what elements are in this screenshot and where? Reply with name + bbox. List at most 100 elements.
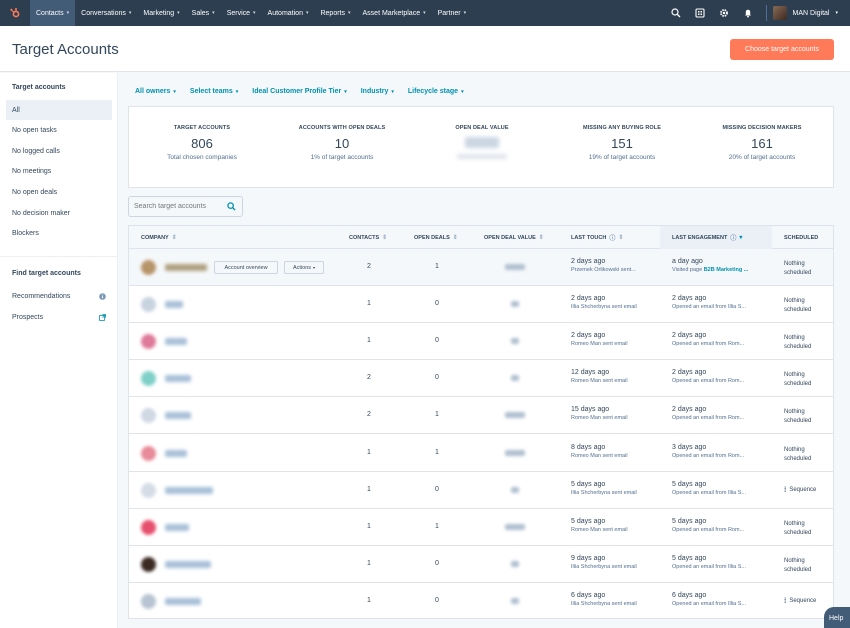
nav-item-reports[interactable]: Reports ▾ [314,0,356,26]
sidebar-item-label: Prospects [12,313,44,321]
nav-divider [765,5,767,21]
column-scheduled[interactable]: SCHEDULED [784,226,818,249]
company-name-redacted[interactable] [165,523,189,531]
engagement-page-link[interactable]: B2B Marketing ... [703,267,749,273]
stat-label: OPEN DEAL VALUE [455,125,509,131]
sequence-icon: ⁞ [784,486,787,494]
sidebar-item-no-open-tasks[interactable]: No open tasks [6,121,112,141]
filter-lifecycle-stage[interactable]: Lifecycle stage ▾ [408,88,464,95]
nav-item-automation[interactable]: Automation ▾ [262,0,315,26]
chevron-down-icon: ▾ [835,10,838,16]
table-row[interactable]: Account overview Actions ▾ 2 1 2 days ago Prze… [129,249,833,286]
column-contacts[interactable]: CONTACTS ⇕ [349,226,387,249]
company-name-redacted[interactable] [165,264,207,271]
column-open-deal-value[interactable]: OPEN DEAL VALUE ⇕ [484,226,544,249]
nav-item-conversations[interactable]: Conversations ▾ [75,0,137,26]
notifications-icon[interactable] [736,0,760,26]
table-row[interactable]: 1 1 8 days ago Romeo Man sent email 3 days a… [129,435,833,472]
nav-item-sales[interactable]: Sales ▾ [186,0,221,26]
stat-subtitle: 19% of target accounts [588,154,656,161]
nav-item-service[interactable]: Service ▾ [221,0,262,26]
filter-label: Industry [360,88,389,95]
company-name-redacted[interactable] [165,412,191,420]
company-name-redacted[interactable] [165,560,211,568]
stat-label: MISSING ANY BUYING ROLE [582,125,662,131]
choose-target-accounts-button[interactable]: Choose target accounts [730,39,834,60]
external-link-icon[interactable] [99,313,106,321]
company-name-redacted[interactable] [165,449,187,457]
company-logo [141,297,156,313]
sidebar-item-no-decision-maker[interactable]: No decision maker [6,203,112,223]
sidebar-item-blockers[interactable]: Blockers [6,224,112,244]
marketplace-icon[interactable] [688,0,712,26]
column-open-deals[interactable]: OPEN DEALS ⇕ [414,226,458,249]
scheduled-status-line2: scheduled [784,566,812,573]
sidebar-item-all[interactable]: All [6,100,112,120]
chevron-down-icon: ▾ [391,88,394,95]
account-overview-button[interactable]: Account overview [214,261,278,274]
stats-summary-card: TARGET ACCOUNTS 806 Total chosen companies… [128,106,834,188]
company-name-redacted[interactable] [165,597,201,605]
company-name-redacted[interactable] [165,301,183,309]
open-deal-value-redacted [511,597,519,604]
stat-value-redacted [412,136,552,151]
scheduled-status: Nothing [784,335,805,342]
nav-item-label: Marketing [143,9,175,17]
filter-ideal-customer-profile-tier[interactable]: Ideal Customer Profile Tier ▾ [252,88,346,95]
column-last-engagement[interactable]: LAST ENGAGEMENT ⓘ ▾ [660,226,772,249]
table-row[interactable]: 2 1 15 days ago Romeo Man sent email 2 days … [129,397,833,435]
actions-button[interactable]: Actions ▾ [284,261,324,274]
table-header: COMPANY ⇕ CONTACTS ⇕ OPEN DEALS ⇕ OPEN DEAL… [129,226,833,249]
sort-icon: ⇕ [538,235,544,241]
last-engagement-detail: Opened an email from Rom... [672,453,744,459]
info-icon[interactable] [99,292,106,300]
help-button[interactable]: Help [824,607,850,628]
search-icon[interactable] [664,0,688,26]
column-company[interactable]: COMPANY ⇕ [141,226,177,249]
nav-item-label: Conversations [81,9,126,17]
company-name-redacted[interactable] [165,486,213,494]
settings-icon[interactable] [712,0,736,26]
last-touch-time: 5 days ago [571,480,606,488]
filter-label: All owners [135,88,171,95]
search-box[interactable] [128,196,243,217]
sidebar-item-recommendations[interactable]: Recommendations [6,286,112,306]
company-logo [141,593,156,609]
table-row[interactable]: 2 0 12 days ago Romeo Man sent email 2 days … [129,360,833,398]
last-engagement-detail: Opened an email from Rom... [672,378,744,384]
column-last-touch[interactable]: LAST TOUCH ⓘ ⇕ [571,226,623,249]
account-menu[interactable]: MAN Digital ▾ [772,6,850,20]
last-engagement-detail: Opened an email from Illia S... [672,564,746,570]
company-name-redacted[interactable] [165,338,187,346]
hubspot-logo-icon[interactable] [0,0,30,26]
sidebar-item-prospects[interactable]: Prospects [6,307,112,327]
search-icon[interactable] [227,198,236,216]
sidebar-item-no-meetings[interactable]: No meetings [6,162,112,182]
sidebar-item-no-open-deals[interactable]: No open deals [6,182,112,202]
filter-all-owners[interactable]: All owners ▾ [135,88,176,95]
chevron-down-icon: ▾ [423,10,426,16]
nav-item-contacts[interactable]: Contacts ▾ [30,0,76,26]
search-input[interactable] [134,203,220,210]
last-engagement-time: 5 days ago [672,480,707,488]
sort-icon: ⇕ [171,235,177,241]
nav-item-asset-marketplace[interactable]: Asset Marketplace ▾ [357,0,432,26]
scheduled-status: Nothing [784,409,805,416]
filter-select-teams[interactable]: Select teams ▾ [190,88,238,95]
company-name-redacted[interactable] [165,375,191,383]
nav-item-marketing[interactable]: Marketing ▾ [137,0,185,26]
filter-industry[interactable]: Industry ▾ [361,88,394,95]
sidebar-item-no-logged-calls[interactable]: No logged calls [6,141,112,161]
open-deals-count: 1 [435,263,439,270]
nav-item-partner[interactable]: Partner ▾ [432,0,472,26]
last-engagement-cell: 2 days ago Opened an email from Rom... [672,406,744,421]
last-touch-detail: Romeo Man sent email [571,341,628,348]
column-label: LAST ENGAGEMENT [672,234,728,241]
last-touch-detail: Romeo Man sent email [571,378,628,385]
table-row[interactable]: 1 0 9 days ago Illia Shcherbyna sent email 5… [129,546,833,583]
